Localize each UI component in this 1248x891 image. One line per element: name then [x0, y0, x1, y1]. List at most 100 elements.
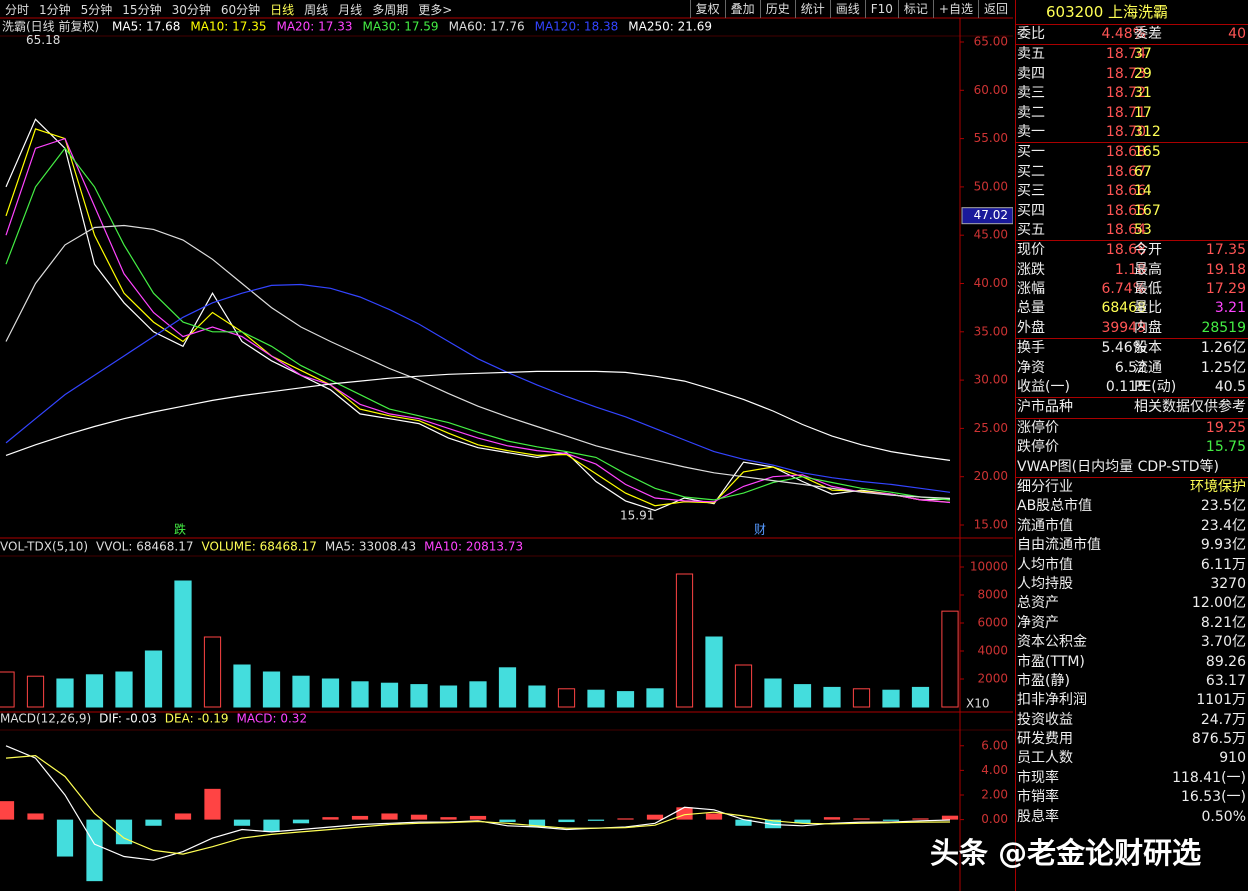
quote-label: 净资	[1017, 359, 1045, 376]
quote-label: 量比	[1134, 300, 1162, 317]
dea-line	[5, 754, 951, 855]
quote-label: 14	[1134, 183, 1152, 200]
quote-label: 市盈(TTM)	[1017, 653, 1085, 670]
period-tab[interactable]: 5分钟	[80, 2, 113, 17]
y-tick-label: 6.00	[981, 738, 1008, 752]
volume-bar	[941, 610, 959, 708]
y-tick-label: 25.00	[974, 421, 1008, 435]
legend-item: MA60: 17.76	[449, 20, 525, 34]
volume-bar	[115, 671, 133, 708]
period-tab[interactable]: 30分钟	[171, 2, 211, 17]
macd-bar	[676, 807, 693, 820]
quote-row: 换手 5.46% 股本 1.26亿	[1016, 339, 1248, 358]
quote-label: 167	[1134, 202, 1161, 219]
period-tab[interactable]: 日线	[270, 2, 295, 17]
volume-bar	[764, 678, 782, 708]
macd-bar	[27, 813, 44, 820]
macd-bar	[115, 819, 133, 845]
quote-value: 0.50%	[1201, 808, 1246, 825]
legend-item: MACD: 0.32	[237, 712, 308, 726]
period-tab[interactable]: 1分钟	[39, 2, 71, 17]
toolbar-button[interactable]: 叠加	[724, 0, 760, 18]
macd-bar	[941, 815, 959, 820]
quote-value: 18.64	[1105, 221, 1146, 238]
y-tick-label: 8000	[977, 588, 1008, 602]
quote-row: 流通市值 23.4亿	[1016, 517, 1248, 536]
toolbar-button[interactable]: 复权	[689, 0, 725, 18]
ma-line	[5, 118, 951, 512]
quote-label: 研发费用	[1017, 731, 1073, 748]
quote-row: VWAP图(日内均量 CDP-STD等)	[1016, 458, 1248, 477]
macd-bar	[587, 819, 605, 821]
quote-row: 涨幅 6.74% 最低 17.29	[1016, 280, 1248, 299]
macd-bar	[705, 813, 723, 820]
vwap-link[interactable]: VWAP图(日内均量 CDP-STD等)	[1017, 458, 1220, 475]
quote-label: 收益(一)	[1017, 379, 1070, 396]
period-tab[interactable]: 周线	[304, 2, 329, 17]
low-label: 15.91	[620, 509, 654, 523]
period-tab[interactable]: 分时	[5, 2, 30, 17]
quote-label: 29	[1134, 65, 1152, 82]
quote-row: 股息率 0.50%	[1016, 808, 1248, 827]
toolbar-button[interactable]: F10	[864, 0, 898, 18]
quote-label: 17	[1134, 104, 1152, 121]
quote-label: 外盘	[1017, 319, 1045, 336]
period-tab[interactable]: 60分钟	[220, 2, 261, 17]
volume-bar	[0, 671, 15, 708]
macd-bar	[0, 801, 15, 820]
toolbar-button[interactable]: 统计	[794, 0, 830, 18]
quote-value: 40.5	[1214, 379, 1246, 396]
panel-block: 细分行业 环境保护 AB股总市值 23.5亿 流通市值 23.4亿 自由流通市值 9.93亿人…	[1016, 478, 1248, 827]
macd-bar	[86, 819, 103, 882]
volume-bar	[646, 688, 664, 708]
quote-value: 19.18	[1205, 261, 1246, 278]
macd-bar	[233, 819, 251, 826]
quote-value: 环境保护	[1190, 478, 1246, 495]
quote-label: 买三	[1017, 183, 1045, 200]
period-tab[interactable]: 15分钟	[122, 2, 162, 17]
panel-block: 换手 5.46% 股本 1.26亿 净资 6.52 流通 1.25亿 收益(一) 0.115 PE(…	[1016, 339, 1248, 399]
quote-label: 53	[1134, 221, 1152, 238]
quote-row: 人均市值 6.11万	[1016, 556, 1248, 575]
quote-label: 67	[1134, 163, 1152, 180]
period-tab[interactable]: 多周期	[372, 2, 409, 17]
ma-line	[5, 224, 951, 499]
toolbar-button[interactable]: 标记	[897, 0, 933, 18]
volume-bar	[705, 636, 723, 708]
quote-label: 165	[1134, 144, 1161, 161]
quote-value: 3.21	[1214, 300, 1246, 317]
quote-row: 卖五 18.74 37	[1016, 45, 1248, 64]
chart-area: 洗霸(日线 前复权) MA5: 17.68 MA10: 17.35 MA20: 17.…	[0, 17, 1013, 891]
quote-row: 市现率 118.41(一)	[1016, 769, 1248, 788]
toolbar-button[interactable]: 画线	[829, 0, 865, 18]
toolbar-button[interactable]: +自选	[932, 0, 978, 18]
quote-panel: 603200 上海洗霸 委比 4.48% 委差 40 卖五 18.74 37 卖四 18.73 29…	[1015, 0, 1248, 891]
macd-bar	[882, 819, 900, 821]
quote-label: 扣非净利润	[1017, 692, 1087, 709]
quote-label: 员工人数	[1017, 750, 1073, 767]
quote-row: 卖四 18.73 29	[1016, 65, 1248, 84]
volume-bar	[675, 573, 694, 708]
quote-label: AB股总市值	[1017, 498, 1093, 515]
quote-label: 委差	[1134, 26, 1162, 42]
toolbar-button[interactable]: 返回	[977, 0, 1013, 18]
quote-value: 118.41(一)	[1172, 769, 1246, 786]
toolbar-button[interactable]: 历史	[759, 0, 795, 18]
quote-label: 细分行业	[1017, 478, 1073, 495]
macd-bar	[322, 817, 339, 820]
quote-value: 19.25	[1205, 419, 1246, 436]
quote-label: 31	[1134, 85, 1152, 102]
legend-item: MA10: 17.35	[190, 20, 266, 34]
y-tick-label: 35.00	[974, 324, 1008, 338]
period-tab[interactable]: 月线	[338, 2, 363, 17]
legend-item: DEA: -0.19	[165, 712, 229, 726]
quote-value: 17.35	[1205, 242, 1246, 259]
panel-block: 卖五 18.74 37 卖四 18.73 29 卖三 18.72 31 卖二 18.71 17 卖一 18…	[1016, 45, 1248, 144]
period-tab[interactable]: 更多>	[418, 2, 453, 17]
quote-value: 3.70亿	[1200, 634, 1246, 651]
macd-bar	[823, 817, 841, 820]
quote-value: 24.7万	[1200, 711, 1246, 728]
macd-bar	[853, 818, 870, 820]
volume-bar	[203, 636, 222, 708]
quote-label: 卖一	[1017, 123, 1045, 140]
